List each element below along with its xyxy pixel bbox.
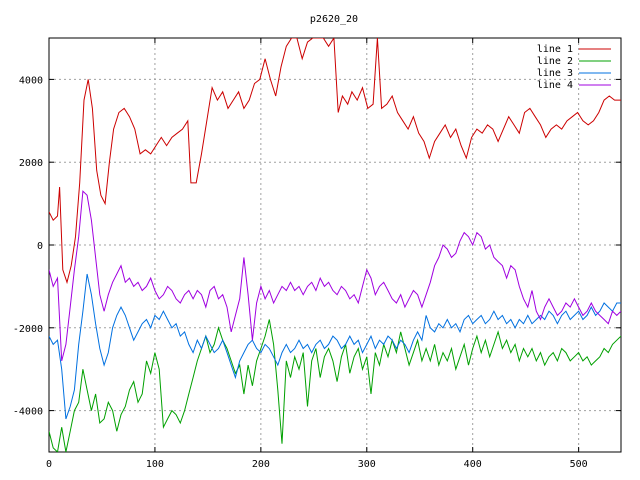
x-tick-label: 300 [358, 459, 376, 470]
legend-label: line 1 [537, 44, 573, 55]
chart-title: p2620_20 [310, 14, 358, 25]
x-tick-label: 400 [464, 459, 482, 470]
y-tick-label: -2000 [13, 324, 43, 335]
x-tick-label: 200 [252, 459, 270, 470]
y-tick-label: 4000 [19, 75, 43, 86]
legend-label: line 2 [537, 56, 573, 67]
series-line-4 [49, 190, 621, 362]
x-tick-label: 100 [146, 459, 164, 470]
plot-area [48, 37, 622, 453]
y-tick-label: 0 [37, 241, 43, 252]
series-line-2 [49, 319, 621, 452]
legend-label: line 3 [537, 68, 573, 79]
plot-frame [48, 37, 622, 453]
legend-label: line 4 [537, 80, 573, 91]
axis-tick-labels: 0 100 200 300 400 500 -4000 -2000 0 2000 4000 [13, 75, 588, 470]
series-line-1 [49, 38, 621, 285]
x-tick-label: 0 [46, 459, 52, 470]
y-tick-label: -4000 [13, 407, 43, 418]
series-layer [49, 38, 621, 452]
series-line-3 [49, 273, 621, 420]
grid [48, 38, 621, 452]
x-tick-label: 500 [570, 459, 588, 470]
y-tick-label: 2000 [19, 158, 43, 169]
